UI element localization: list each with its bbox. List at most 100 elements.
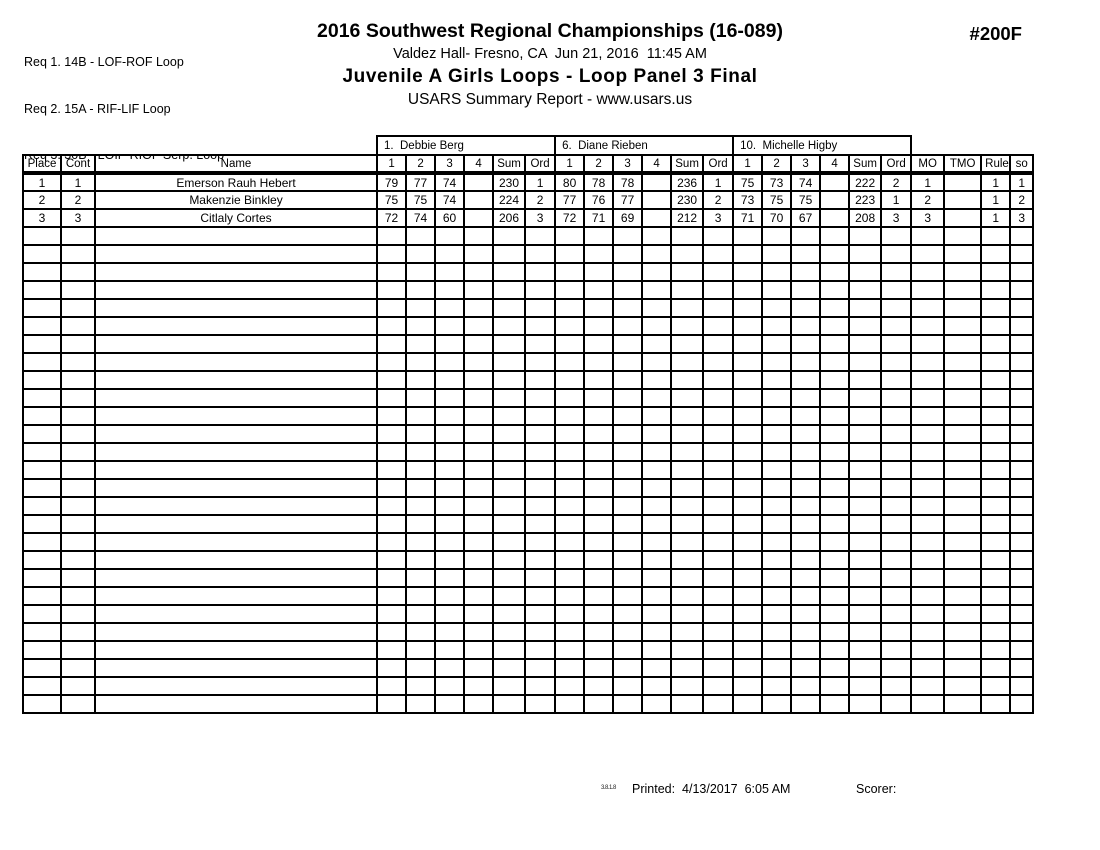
sum-cell: 222 (848, 172, 883, 192)
score-cell (641, 172, 673, 192)
so-cell: 3 (1009, 208, 1035, 228)
score-cell: 77 (405, 172, 437, 192)
sum-cell: 230 (492, 172, 527, 192)
ordinal-cell: 1 (524, 172, 557, 192)
score-cell: 76 (583, 190, 615, 210)
header-place: Place (22, 154, 62, 175)
table-row: 2 2 Makenzie Binkley 75 75 74 224 2 77 7… (22, 190, 1035, 210)
empty-row (22, 478, 1035, 498)
header-so: so (1009, 154, 1035, 175)
header-j1-s3: 3 (434, 154, 466, 175)
column-header-row: Place Cont Name 1 2 3 4 Sum Ord 1 2 3 4 … (22, 154, 1035, 175)
score-cell (463, 208, 495, 228)
empty-row (22, 532, 1035, 552)
score-cell: 74 (434, 190, 466, 210)
score-cell (819, 190, 851, 210)
header-j2-s4: 4 (641, 154, 673, 175)
score-cell: 77 (554, 190, 586, 210)
score-cell: 72 (376, 208, 408, 228)
score-cell (463, 172, 495, 192)
cont-cell: 1 (60, 172, 96, 192)
sum-cell: 236 (670, 172, 705, 192)
header-j1-ord: Ord (524, 154, 557, 175)
title-block: 2016 Southwest Regional Championships (1… (0, 20, 1100, 109)
header-tmo: TMO (943, 154, 983, 175)
mo-cell: 1 (910, 172, 946, 192)
sum-cell: 208 (848, 208, 883, 228)
empty-row (22, 694, 1035, 714)
empty-row (22, 460, 1035, 480)
judge-name-2: 6. Diane Rieben (554, 135, 735, 156)
header-name: Name (93, 154, 379, 175)
sum-cell: 212 (670, 208, 705, 228)
ordinal-cell: 2 (880, 172, 913, 192)
score-cell: 75 (790, 190, 822, 210)
header-j3-s1: 1 (732, 154, 764, 175)
judge-header-row: 1. Debbie Berg 6. Diane Rieben 10. Miche… (23, 135, 1034, 156)
empty-row (22, 496, 1035, 516)
rule-cell: 1 (980, 208, 1012, 228)
tmo-cell (943, 208, 983, 228)
cont-cell: 3 (60, 208, 96, 228)
empty-row (22, 298, 1035, 318)
skater-name: Makenzie Binkley (93, 190, 379, 210)
score-cell: 75 (761, 190, 793, 210)
empty-row (22, 244, 1035, 264)
ordinal-cell: 1 (880, 190, 913, 210)
empty-row (22, 226, 1035, 246)
empty-row (22, 442, 1035, 462)
cont-cell: 2 (60, 190, 96, 210)
empty-row (22, 406, 1035, 426)
header-j2-ord: Ord (702, 154, 735, 175)
score-cell: 69 (612, 208, 644, 228)
score-cell: 60 (434, 208, 466, 228)
empty-row (22, 640, 1035, 660)
scorer-label: Scorer: (856, 782, 897, 796)
empty-row (22, 550, 1035, 570)
ordinal-cell: 3 (524, 208, 557, 228)
header-j2-sum: Sum (670, 154, 705, 175)
score-cell: 78 (583, 172, 615, 192)
event-number: #200F (969, 23, 1022, 44)
requirement-line: Req 1. 14B - LOF-ROF Loop (24, 55, 184, 69)
judge-name-1: 1. Debbie Berg (376, 135, 557, 156)
so-cell: 1 (1009, 172, 1035, 192)
score-cell: 74 (790, 172, 822, 192)
header-mo: MO (910, 154, 946, 175)
score-cell: 78 (612, 172, 644, 192)
score-cell: 74 (434, 172, 466, 192)
empty-row (22, 334, 1035, 354)
header-j1-s4: 4 (463, 154, 495, 175)
requirement-line: Req 2. 15A - RIF-LIF Loop (24, 101, 171, 116)
score-cell: 67 (790, 208, 822, 228)
empty-row (22, 280, 1035, 300)
so-cell: 2 (1009, 190, 1035, 210)
empty-row (22, 568, 1035, 588)
report-type-line: USARS Summary Report - www.usars.us (407, 91, 693, 108)
header-j2-s2: 2 (583, 154, 615, 175)
header-j2-s1: 1 (554, 154, 586, 175)
empty-row (22, 424, 1035, 444)
place-cell: 2 (22, 190, 62, 210)
score-cell: 73 (761, 172, 793, 192)
empty-row (22, 586, 1035, 606)
sum-cell: 223 (848, 190, 883, 210)
event-title: Juvenile A Girls Loops - Loop Panel 3 Fi… (342, 66, 758, 87)
championship-title: 2016 Southwest Regional Championships (1… (317, 20, 783, 42)
score-cell (641, 190, 673, 210)
skater-name: Citlaly Cortes (93, 208, 379, 228)
empty-row (22, 370, 1035, 390)
sum-cell: 230 (670, 190, 705, 210)
header-j3-ord: Ord (880, 154, 913, 175)
empty-row (22, 316, 1035, 336)
score-cell: 70 (761, 208, 793, 228)
tmo-cell (943, 172, 983, 192)
score-cell: 75 (405, 190, 437, 210)
mo-cell: 2 (910, 190, 946, 210)
rule-cell: 1 (980, 172, 1012, 192)
judge-row-spacer-left (23, 136, 378, 155)
header-cont: Cont (60, 154, 96, 175)
score-cell: 75 (732, 172, 764, 192)
empty-row (22, 676, 1035, 696)
place-cell: 3 (22, 208, 62, 228)
